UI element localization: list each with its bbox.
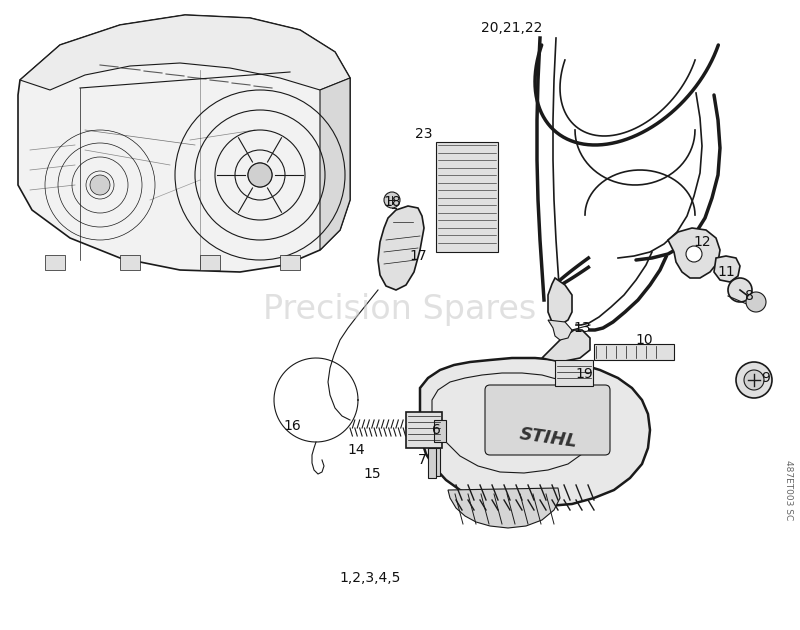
Text: 15: 15	[363, 467, 381, 481]
Bar	[555, 360, 593, 386]
Polygon shape	[548, 278, 572, 325]
Text: 14: 14	[347, 443, 365, 457]
Bar	[430, 448, 440, 476]
Circle shape	[686, 246, 702, 262]
Bar	[434, 420, 446, 442]
Text: 17: 17	[409, 249, 427, 263]
Text: Precision Spares: Precision Spares	[263, 294, 537, 326]
Polygon shape	[548, 320, 572, 340]
Text: 1,2,3,4,5: 1,2,3,4,5	[339, 571, 401, 585]
Text: 487ET003 SC: 487ET003 SC	[783, 460, 793, 520]
Circle shape	[248, 163, 272, 187]
Text: 18: 18	[383, 195, 401, 209]
Bar	[280, 255, 300, 270]
Text: 10: 10	[635, 333, 653, 347]
Polygon shape	[420, 358, 650, 506]
Text: 7: 7	[418, 453, 426, 467]
Text: 6: 6	[431, 423, 441, 437]
Text: 16: 16	[283, 419, 301, 433]
Polygon shape	[668, 228, 720, 278]
Polygon shape	[20, 15, 350, 90]
Text: 11: 11	[717, 265, 735, 279]
Circle shape	[744, 370, 764, 390]
Bar	[200, 255, 220, 270]
Bar	[406, 412, 442, 448]
Bar	[594, 344, 674, 360]
Polygon shape	[320, 78, 350, 250]
Circle shape	[736, 362, 772, 398]
Circle shape	[746, 292, 766, 312]
Bar	[45, 255, 65, 270]
Bar	[120, 255, 140, 270]
Polygon shape	[18, 15, 350, 272]
Circle shape	[384, 192, 400, 208]
Circle shape	[90, 175, 110, 195]
Text: 19: 19	[575, 367, 593, 381]
Text: 9: 9	[762, 371, 770, 385]
Polygon shape	[542, 330, 590, 362]
Polygon shape	[378, 206, 424, 290]
Circle shape	[728, 278, 752, 302]
FancyBboxPatch shape	[485, 385, 610, 455]
Polygon shape	[714, 256, 740, 282]
Bar	[436, 142, 498, 252]
Polygon shape	[448, 488, 560, 528]
Bar	[428, 448, 436, 478]
Text: 8: 8	[745, 289, 754, 303]
Text: 12: 12	[693, 235, 711, 249]
Text: 20,21,22: 20,21,22	[482, 21, 542, 35]
Text: STIHL: STIHL	[518, 425, 578, 451]
Text: 13: 13	[573, 321, 591, 335]
Text: 23: 23	[415, 127, 433, 141]
